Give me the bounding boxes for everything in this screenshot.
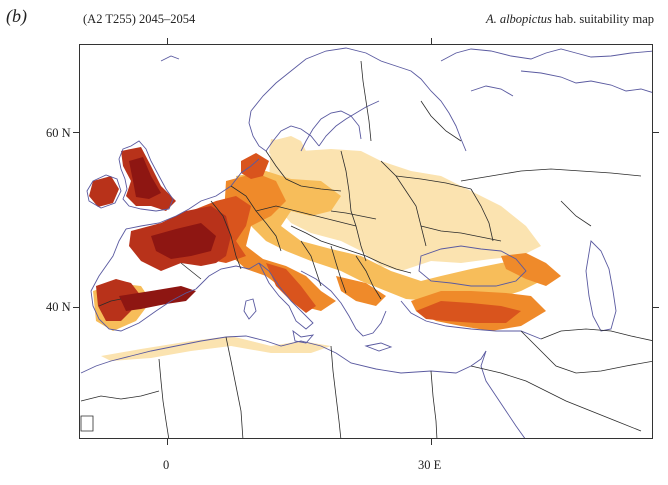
suitability-very-high-iberia-south [119, 286, 196, 311]
suitability-medium-balkans [336, 276, 386, 306]
suitability-medium-high-turkey [416, 301, 521, 323]
tick-60n-left [73, 132, 79, 133]
panel-label: (b) [6, 6, 27, 26]
suitability-very-low-north-africa [101, 336, 331, 361]
map-title-rest: hab. suitability map [555, 12, 654, 26]
lon-label-0: 0 [163, 458, 170, 472]
europe-suitability-map [79, 44, 653, 439]
suitability-very-high-britain [129, 157, 161, 199]
tick-30e-bottom [431, 439, 432, 445]
lon-label-30e: 30 E [418, 458, 442, 472]
suitability-medium-high-italy [266, 263, 316, 313]
tick-30e-top [431, 38, 432, 44]
tick-0-bottom [167, 439, 168, 445]
suitability-very-high-france [151, 223, 216, 259]
tick-40n-right [653, 307, 659, 308]
tick-40n-left [73, 307, 79, 308]
tick-60n-right [653, 132, 659, 133]
suitability-very-low-central [269, 141, 541, 271]
map-title: A. albopictus hab. suitability map [486, 12, 654, 27]
suitability-medium-zone [223, 173, 336, 311]
suitability-low-zone [236, 171, 546, 306]
species-name: A. albopictus [485, 12, 552, 26]
lat-label-40n: 40 N [46, 300, 71, 314]
suitability-medium-caucasus [501, 253, 561, 286]
tick-0-top [167, 38, 168, 44]
suitability-very-low-scandinavia [269, 139, 293, 161]
suitability-high-ireland [89, 176, 119, 207]
suitability-layer [89, 136, 561, 361]
country-borders [80, 60, 652, 438]
suitability-high-denmark [241, 153, 269, 179]
lat-label-60n: 60 N [46, 126, 71, 140]
scenario-label: (A2 T255) 2045–2054 [83, 12, 196, 26]
